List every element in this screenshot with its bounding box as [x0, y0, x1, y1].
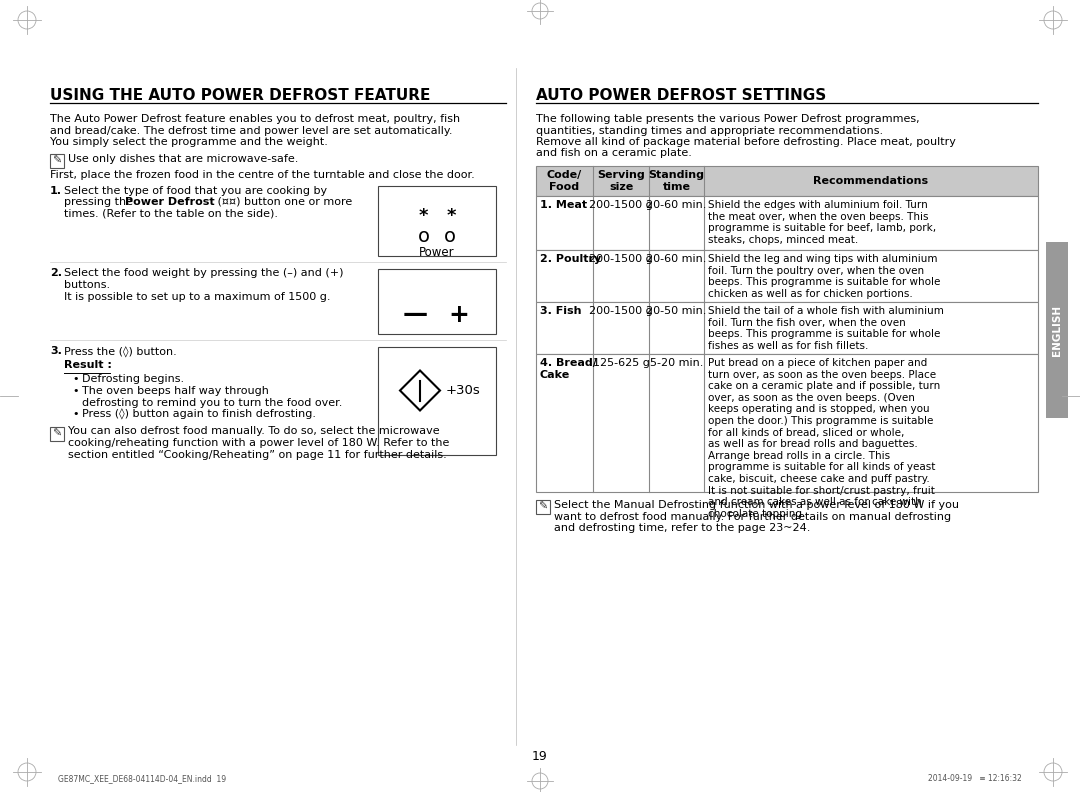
Text: Put bread on a piece of kitchen paper and
turn over, as soon as the oven beeps. : Put bread on a piece of kitchen paper an…: [707, 358, 940, 519]
Text: quantities, standing times and appropriate recommendations.: quantities, standing times and appropria…: [536, 125, 883, 135]
Bar: [536, 250, 1038, 302]
Text: Select the Manual Defrosting function with a power level of 180 W if you
want to: Select the Manual Defrosting function wi…: [554, 500, 959, 533]
Text: Shield the tail of a whole fish with aluminium
foil. Turn the fish over, when th: Shield the tail of a whole fish with alu…: [707, 306, 944, 351]
Text: Use only dishes that are microwave-safe.: Use only dishes that are microwave-safe.: [68, 154, 298, 163]
Text: ✎: ✎: [52, 428, 62, 439]
Text: ENGLISH: ENGLISH: [1052, 304, 1062, 356]
Text: AUTO POWER DEFROST SETTINGS: AUTO POWER DEFROST SETTINGS: [536, 88, 826, 103]
Text: 20-50 min.: 20-50 min.: [646, 306, 706, 316]
Text: 1.: 1.: [50, 185, 62, 196]
Text: *: *: [446, 208, 456, 226]
Text: ✎: ✎: [538, 502, 548, 512]
Bar: [536, 500, 550, 514]
Text: Code/
Food: Code/ Food: [546, 170, 582, 192]
Text: *: *: [418, 208, 428, 226]
Bar: [1047, 242, 1068, 418]
Bar: [536, 196, 1038, 250]
Text: •: •: [72, 386, 79, 396]
Bar: [50, 427, 64, 440]
Bar: [536, 166, 1038, 196]
Text: +30s: +30s: [446, 384, 481, 397]
Text: 200-1500 g: 200-1500 g: [590, 306, 653, 316]
Text: Standing
time: Standing time: [649, 170, 704, 192]
Text: Power Defrost: Power Defrost: [125, 197, 215, 207]
Bar: [536, 354, 1038, 492]
Text: Shield the edges with aluminium foil. Turn
the meat over, when the oven beeps. T: Shield the edges with aluminium foil. Tu…: [707, 200, 935, 245]
Text: 2.: 2.: [50, 268, 62, 279]
Text: —: —: [403, 303, 428, 326]
Bar: [378, 268, 496, 333]
Text: Defrosting begins.: Defrosting begins.: [82, 375, 184, 384]
Text: 2. Poultry: 2. Poultry: [540, 254, 602, 264]
Bar: [378, 347, 496, 455]
Text: Power: Power: [419, 246, 455, 258]
Text: +: +: [448, 303, 470, 326]
Text: o: o: [444, 227, 456, 246]
Text: times. (Refer to the table on the side).: times. (Refer to the table on the side).: [64, 208, 278, 219]
Text: Press the (◊) button.: Press the (◊) button.: [64, 347, 177, 358]
Text: Serving
size: Serving size: [597, 170, 645, 192]
Text: 200-1500 g: 200-1500 g: [590, 254, 653, 264]
Text: Shield the leg and wing tips with aluminium
foil. Turn the poultry over, when th: Shield the leg and wing tips with alumin…: [707, 254, 940, 299]
Text: 19: 19: [532, 750, 548, 763]
Text: Select the food weight by pressing the (–) and (+)
buttons.
It is possible to se: Select the food weight by pressing the (…: [64, 268, 343, 302]
Text: USING THE AUTO POWER DEFROST FEATURE: USING THE AUTO POWER DEFROST FEATURE: [50, 88, 430, 103]
Text: 1. Meat: 1. Meat: [540, 200, 588, 210]
Text: 125-625 g: 125-625 g: [593, 358, 649, 368]
Bar: [50, 154, 64, 167]
Bar: [536, 302, 1038, 354]
Text: You can also defrost food manually. To do so, select the microwave
cooking/rehea: You can also defrost food manually. To d…: [68, 427, 449, 459]
Text: •: •: [72, 375, 79, 384]
Text: GE87MC_XEE_DE68-04114D-04_EN.indd  19: GE87MC_XEE_DE68-04114D-04_EN.indd 19: [58, 774, 226, 783]
Text: and bread/cake. The defrost time and power level are set automatically.: and bread/cake. The defrost time and pow…: [50, 125, 453, 135]
Text: 2014-09-19   ≡ 12:16:32: 2014-09-19 ≡ 12:16:32: [928, 774, 1022, 783]
Text: Press (◊) button again to finish defrosting.: Press (◊) button again to finish defrost…: [82, 409, 316, 421]
Text: Select the type of food that you are cooking by: Select the type of food that you are coo…: [64, 185, 327, 196]
Text: 3.: 3.: [50, 347, 62, 356]
Text: 200-1500 g: 200-1500 g: [590, 200, 653, 210]
Bar: [378, 185, 496, 256]
Text: The oven beeps half way through
defrosting to remind you to turn the food over.: The oven beeps half way through defrosti…: [82, 386, 342, 408]
Text: You simply select the programme and the weight.: You simply select the programme and the …: [50, 137, 328, 147]
Text: The following table presents the various Power Defrost programmes,: The following table presents the various…: [536, 114, 920, 124]
Text: o: o: [418, 227, 430, 246]
Text: Result :: Result :: [64, 360, 112, 371]
Text: 20-60 min.: 20-60 min.: [646, 254, 706, 264]
Text: 20-60 min.: 20-60 min.: [646, 200, 706, 210]
Text: Remove all kind of package material before defrosting. Place meat, poultry: Remove all kind of package material befo…: [536, 137, 956, 147]
Text: •: •: [72, 409, 79, 419]
Text: First, place the frozen food in the centre of the turntable and close the door.: First, place the frozen food in the cent…: [50, 170, 475, 181]
Text: (¤¤) button one or more: (¤¤) button one or more: [214, 197, 352, 207]
Text: pressing the: pressing the: [64, 197, 136, 207]
Text: Recommendations: Recommendations: [813, 176, 929, 186]
Text: 3. Fish: 3. Fish: [540, 306, 581, 316]
Text: and fish on a ceramic plate.: and fish on a ceramic plate.: [536, 148, 692, 158]
Text: ✎: ✎: [52, 155, 62, 166]
Text: 4. Bread/
Cake: 4. Bread/ Cake: [540, 358, 597, 379]
Text: The Auto Power Defrost feature enables you to defrost meat, poultry, fish: The Auto Power Defrost feature enables y…: [50, 114, 460, 124]
Text: 5-20 min.: 5-20 min.: [650, 358, 703, 368]
